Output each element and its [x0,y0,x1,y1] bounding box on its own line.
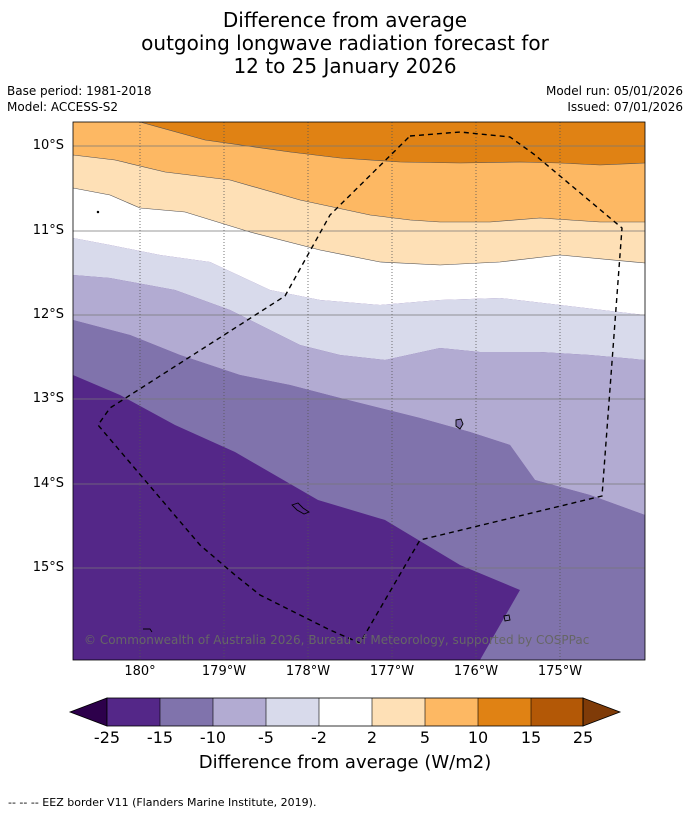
colorbar-tick: 10 [467,728,489,747]
band-5-to-10 [73,122,645,222]
lon-label: 179°W [201,664,247,679]
colorbar-segment [213,698,266,726]
eez-border [97,131,623,644]
colorbar-dividers [159,698,532,726]
colorbar-title: Difference from average (W/m2) [198,752,492,773]
graticule-parallels [73,145,645,569]
lat-label: 13°S [32,391,64,406]
colorbar [68,697,622,727]
title-line-1: Difference from average [222,8,468,32]
copyright-notice: © Commonwealth of Australia 2026, Bureau… [84,633,589,647]
band-minus-2-to-2 [73,188,645,315]
colorbar-segment [319,698,372,726]
island-dot [96,210,100,214]
colorbar-frame [106,697,584,727]
colorbar-tick: -2 [311,728,327,747]
band-minus-5-to-minus-2 [73,238,645,360]
colorbar-segment [478,698,531,726]
band-minus-25-to-minus-15 [73,375,520,660]
colorbar-tick: -25 [93,728,121,747]
colorbar-segment [107,698,160,726]
lat-label: 10°S [32,138,64,153]
band-minus-15-to-minus-10 [73,320,645,660]
colorbar-tick: 15 [520,728,542,747]
colorbar-segment [266,698,319,726]
band-10-to-15 [140,122,645,165]
colorbar-segment [160,698,213,726]
island-futuna [455,418,464,430]
lat-label: 11°S [32,223,64,238]
title-line-2: outgoing longwave radiation forecast for [141,31,549,55]
colorbar-tick: -15 [146,728,174,747]
map-frame [72,121,646,661]
issued-date: Issued: 07/01/2026 [567,100,683,114]
map-plot-area: © Commonwealth of Australia 2026, Bureau… [73,122,645,660]
islands [96,210,511,633]
base-period: Base period: 1981-2018 [7,84,152,98]
colorbar-segment [372,698,425,726]
lat-label: 15°S [32,560,64,575]
band-2-to-5 [73,155,645,265]
colorbar-tick: -10 [199,728,227,747]
band-minus-10-to-minus-5 [73,275,645,515]
island-reef [143,628,153,633]
lon-label: 178°W [285,664,331,679]
lat-label: 14°S [32,476,64,491]
model-name: Model: ACCESS-S2 [7,100,119,114]
colorbar-tick: 25 [572,728,594,747]
lon-label: 180° [124,664,156,679]
lat-label: 12°S [32,307,64,322]
colorbar-tick: -5 [258,728,274,747]
colorbar-tick: 5 [419,728,431,747]
model-run: Model run: 05/01/2026 [545,84,683,98]
island-islet [503,614,511,622]
colorbar-min-extension [68,697,108,727]
lon-label: 176°W [453,664,499,679]
lon-label: 177°W [369,664,415,679]
lon-label: 175°W [537,664,583,679]
island-small [291,502,310,515]
colorbar-tick: 2 [366,728,378,747]
eez-footnote: -- -- -- EEZ border V11 (Flanders Marine… [8,796,317,809]
colorbar-segment [531,698,583,726]
colorbar-segment [425,698,478,726]
colorbar-max-extension [582,697,622,727]
title-line-3: 12 to 25 January 2026 [233,54,457,78]
